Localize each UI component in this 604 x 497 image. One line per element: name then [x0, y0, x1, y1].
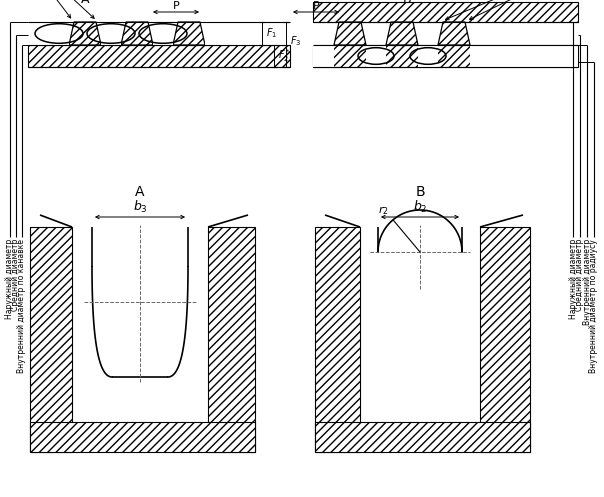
Polygon shape — [315, 227, 360, 452]
Bar — [313, 2, 578, 22]
Bar — [28, 22, 69, 45]
Text: $b_2$: $b_2$ — [413, 199, 427, 215]
Polygon shape — [315, 422, 530, 452]
Text: B: B — [415, 185, 425, 199]
Bar — [28, 45, 290, 67]
Polygon shape — [30, 227, 72, 452]
Bar — [313, 45, 334, 67]
Text: A: A — [81, 0, 89, 6]
Bar — [28, 45, 290, 67]
Text: Внутренний диаметр по канавке: Внутренний диаметр по канавке — [18, 239, 27, 373]
Text: $b_3$: $b_3$ — [133, 199, 147, 215]
Text: $F^*_2$: $F^*_2$ — [278, 48, 291, 65]
Polygon shape — [438, 22, 470, 45]
Polygon shape — [121, 22, 153, 45]
Bar — [101, 22, 121, 45]
Text: Средний диаметр: Средний диаметр — [11, 239, 21, 312]
Text: B: B — [403, 0, 411, 6]
Text: $F_3$: $F_3$ — [290, 35, 301, 48]
Text: P: P — [313, 1, 320, 11]
Text: Средний диаметр: Средний диаметр — [576, 239, 585, 312]
Polygon shape — [69, 22, 101, 45]
Bar — [313, 45, 578, 67]
Bar — [470, 45, 578, 67]
Bar — [205, 22, 290, 45]
Polygon shape — [173, 22, 205, 45]
Polygon shape — [386, 22, 418, 45]
Text: Наружный диаметр: Наружный диаметр — [5, 239, 14, 319]
Text: Внутренний диаметр по радиусу: Внутренний диаметр по радиусу — [590, 239, 599, 373]
Bar — [418, 45, 438, 67]
Polygon shape — [334, 22, 366, 45]
Polygon shape — [208, 227, 255, 452]
Bar — [313, 45, 578, 67]
Bar — [153, 22, 173, 45]
Polygon shape — [480, 227, 530, 452]
Bar — [313, 2, 578, 22]
Bar — [366, 45, 386, 67]
Text: $F_1$: $F_1$ — [266, 27, 277, 40]
Text: Наружный диаметр: Наружный диаметр — [568, 239, 577, 319]
Polygon shape — [30, 422, 255, 452]
Text: P: P — [173, 1, 179, 11]
Text: A: A — [135, 185, 145, 199]
Text: Внутренний диаметр: Внутренний диаметр — [582, 239, 591, 325]
Text: $r_2$: $r_2$ — [378, 204, 389, 217]
